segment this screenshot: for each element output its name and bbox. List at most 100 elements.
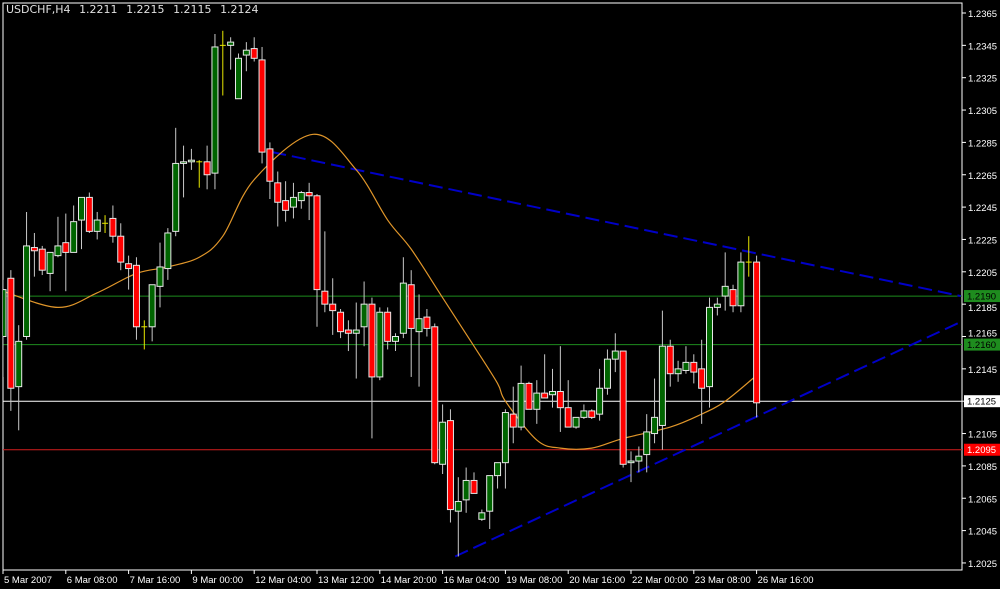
candle	[486, 475, 494, 529]
candle	[706, 297, 713, 408]
candle-body-bear	[329, 303, 337, 312]
candle	[721, 252, 729, 311]
candle	[494, 462, 502, 489]
candle	[698, 339, 706, 424]
open-value: 1.2211	[79, 3, 118, 16]
candle	[329, 278, 337, 335]
x-tick-label: 16 Mar 04:00	[444, 575, 500, 586]
candle	[392, 333, 399, 352]
candle	[454, 477, 462, 557]
candle-body-bull	[721, 285, 729, 297]
price-label-box	[964, 290, 1000, 303]
candle	[148, 284, 156, 342]
candle-body-bull	[611, 350, 619, 360]
candle	[172, 127, 180, 237]
candle	[611, 333, 619, 373]
candle-body-bear	[266, 148, 274, 182]
candle-body-bull	[399, 282, 407, 334]
y-tick-label: 1.2325	[968, 74, 997, 85]
candle-body-bull	[392, 336, 399, 342]
price-label-1.2160: 1.2160	[967, 340, 996, 351]
y-tick-label: 1.2225	[968, 235, 997, 246]
candle-body-bear	[509, 413, 517, 428]
candle	[415, 294, 423, 387]
y-tick-label: 1.2025	[968, 559, 997, 570]
candle	[423, 309, 431, 337]
candle-body-bear	[125, 263, 133, 270]
candle	[305, 182, 313, 221]
candle	[360, 281, 368, 347]
x-tick-label: 9 Mar 00:00	[192, 575, 243, 586]
low-value: 1.2115	[173, 3, 212, 16]
candle-body-bull	[78, 196, 85, 221]
price-label-box	[964, 443, 1000, 456]
x-tick-label: 22 Mar 00:00	[632, 575, 688, 586]
candle	[651, 378, 659, 444]
candle	[258, 46, 266, 164]
x-tick-label: 20 Mar 16:00	[569, 575, 625, 586]
candle-body-bull	[15, 340, 23, 388]
candle-body-bear	[62, 242, 70, 253]
candle-body-bull	[415, 318, 423, 333]
candle-body-bull	[164, 232, 172, 270]
candle-body-bear	[556, 390, 564, 409]
candle	[658, 310, 666, 450]
candle	[15, 325, 23, 431]
candle	[337, 309, 345, 339]
x-tick-label: 7 Mar 16:00	[130, 575, 181, 586]
candle-body-bull	[706, 306, 713, 388]
candle	[619, 350, 627, 468]
candle	[533, 380, 541, 424]
candle-body-bear	[729, 289, 737, 307]
candle	[313, 194, 321, 327]
candle-body-bull	[360, 303, 368, 328]
candle	[470, 472, 478, 494]
candle-body-bull	[211, 46, 219, 174]
y-tick-label: 1.2285	[968, 138, 997, 149]
candle-body-bear	[313, 195, 321, 291]
candle-body-bull	[682, 361, 690, 371]
candle	[627, 451, 635, 483]
candle-body-bull	[643, 431, 651, 456]
candle-body-bear	[666, 345, 674, 375]
price-label-1.2190: 1.2190	[967, 292, 996, 303]
candle-body-bull	[70, 221, 78, 253]
candle-body-bear	[109, 217, 117, 237]
candle-body-bear	[698, 368, 706, 389]
candle	[588, 409, 596, 419]
candle-body-bear	[619, 350, 627, 465]
candle	[635, 446, 643, 473]
candle	[556, 346, 564, 432]
candle-body-bear	[38, 248, 46, 271]
candle	[180, 145, 188, 198]
candle-body-bull	[674, 368, 682, 375]
candle	[407, 270, 415, 377]
y-tick-label: 1.2265	[968, 171, 997, 182]
candle	[399, 257, 407, 339]
candle	[525, 381, 533, 410]
candle-body-bull	[242, 49, 250, 56]
candle-body-bull	[93, 219, 101, 232]
candle-body-bear	[305, 192, 313, 197]
candle-body-bull	[172, 162, 180, 232]
candle	[274, 171, 282, 227]
candle-body-bear	[282, 200, 290, 211]
y-tick-label: 1.2245	[968, 203, 997, 214]
candle	[93, 211, 101, 240]
high-value: 1.2215	[126, 3, 165, 16]
candle	[282, 181, 290, 222]
candle	[117, 223, 125, 271]
candle-body-bear	[85, 196, 93, 232]
candle	[242, 42, 250, 72]
candle	[564, 380, 572, 428]
candle	[690, 354, 698, 384]
candle-body-bear	[541, 392, 549, 399]
candle	[344, 320, 352, 352]
candle	[156, 242, 164, 308]
candle	[745, 236, 752, 277]
y-tick-label: 1.2105	[968, 430, 997, 441]
candle	[235, 53, 242, 100]
candle	[132, 257, 140, 340]
